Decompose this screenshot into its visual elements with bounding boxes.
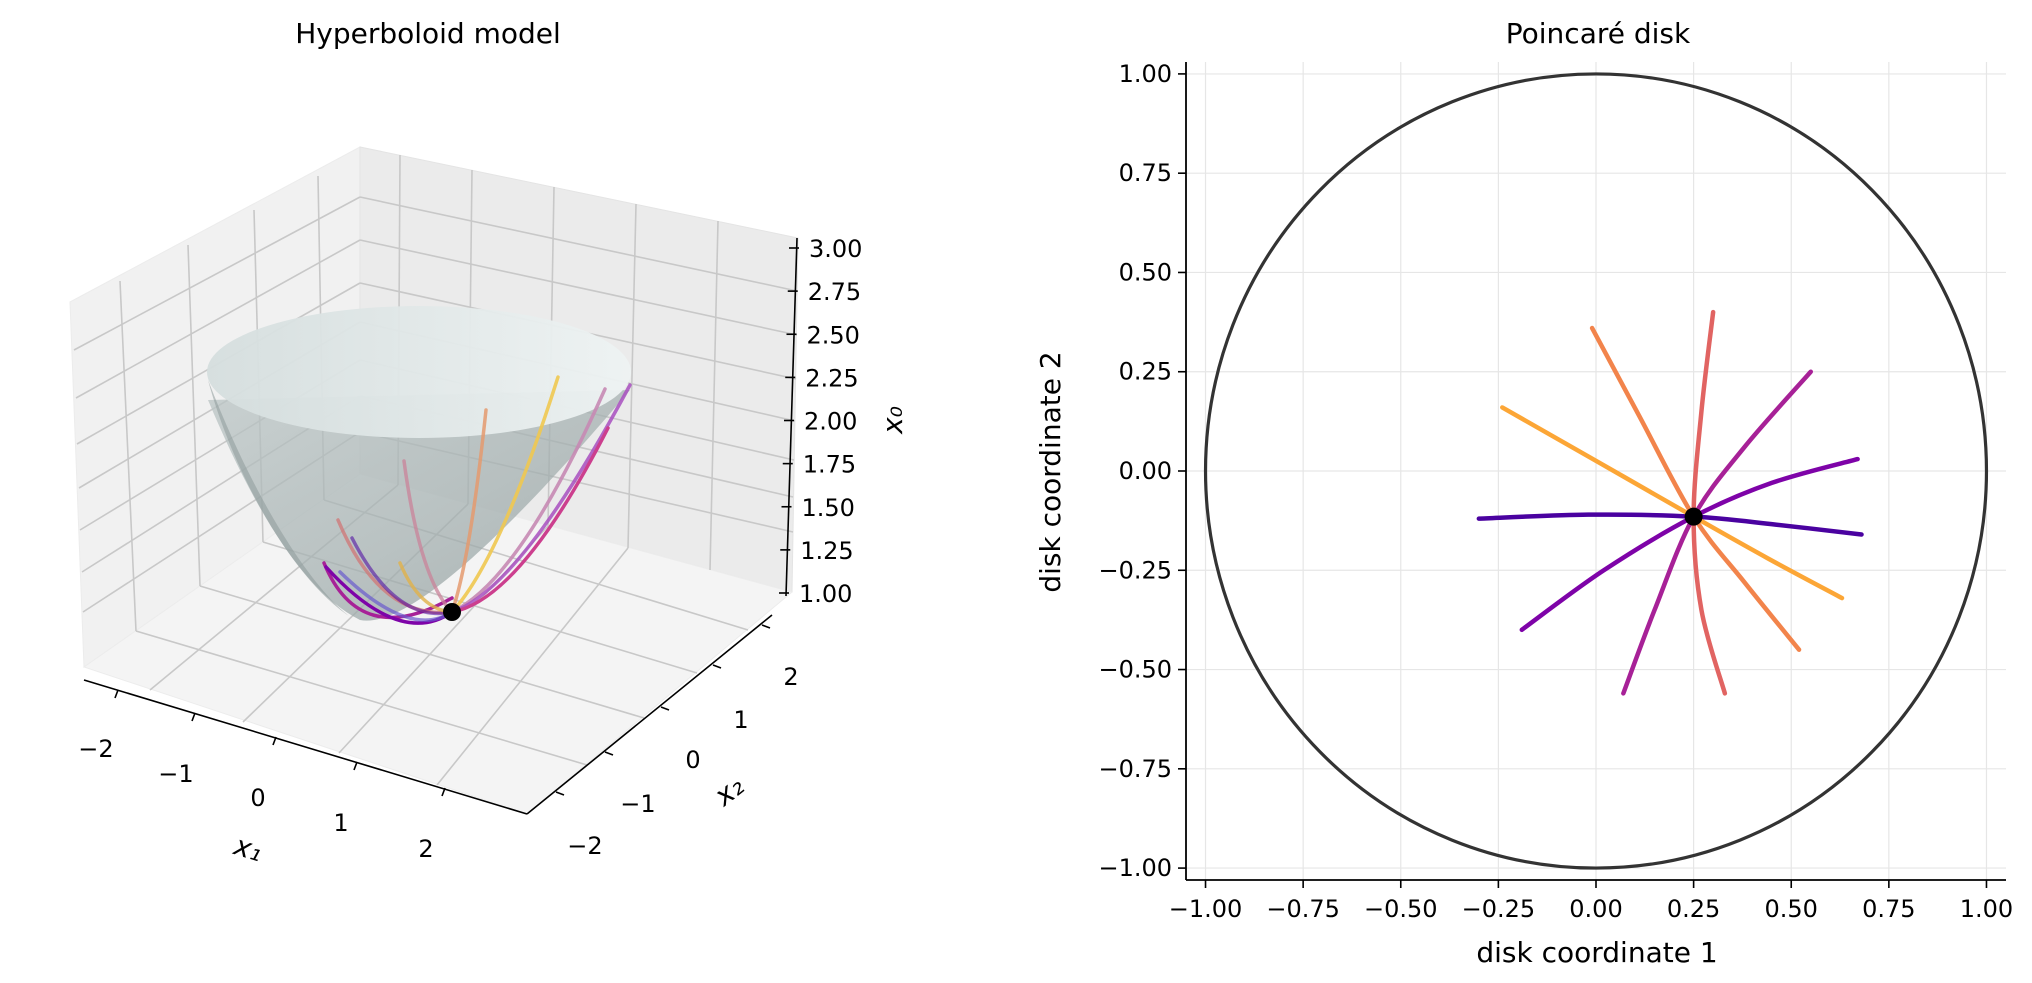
x1-tick-label: −1 [158, 760, 193, 788]
x1-tick-label: 2 [418, 835, 433, 863]
hyperboloid-rim [207, 306, 631, 438]
x1-axis-label: x₁ [229, 828, 266, 868]
x2-tick-label: 1 [733, 706, 748, 734]
hyperboloid-curve-10 [450, 426, 610, 614]
x0-tick-label: 1.00 [799, 580, 852, 608]
hyperboloid-curve-8 [450, 387, 607, 614]
disk-base-point [1684, 507, 1703, 526]
disk-ytick-label: 0.50 [1119, 258, 1172, 286]
disk-ytick-label: 0.25 [1119, 358, 1172, 386]
disk-xtick-label: −1.00 [1169, 895, 1243, 923]
hyperboloid-base-point [443, 603, 461, 621]
unit-circle-outline [1203, 72, 1989, 870]
disk-xticks: −1.00 −0.75 −0.50 −0.25 0.00 0.25 0.50 0.75 1.00 [1169, 880, 2013, 923]
floor-pane [82, 473, 794, 815]
disk-xtick-label: 1.00 [1960, 895, 2013, 923]
disk-xtick-label: 0.00 [1569, 895, 1622, 923]
hyperboloid-panel: Hyperboloid model [69, 17, 909, 868]
disk-xtick-label: −0.50 [1364, 895, 1438, 923]
disk-base-point-group [1684, 507, 1703, 526]
x1-axis-line [83, 679, 528, 815]
hyperboloid-curve-9 [450, 383, 632, 614]
disk-ytick-label: 0.00 [1119, 457, 1172, 485]
x0-tick-label: 3.00 [809, 235, 862, 263]
x0-tick-label: 1.25 [800, 537, 853, 565]
hyperboloid-curve-6 [450, 408, 488, 614]
x2-tick-label: 2 [783, 663, 798, 691]
hyperboloid-curve-12 [338, 570, 454, 622]
disk-ytick-label: −0.50 [1098, 656, 1172, 684]
disk-geodesic-3 [1621, 369, 1814, 696]
x1-tick-label: −2 [78, 735, 113, 763]
x1-tick-label: 0 [250, 784, 265, 812]
hyperboloid-surface [208, 390, 630, 621]
disk-xtick-label: 0.25 [1667, 895, 1720, 923]
x2-tick-label: −1 [620, 790, 655, 818]
poincare-panel: Poincaré disk −1.00 −0.75 −0.50 −0.25 0.00 0.… [1034, 17, 2013, 969]
disk-xtick-label: 0.50 [1765, 895, 1818, 923]
x0-axis-line [785, 237, 798, 597]
x0-tick-label: 1.50 [802, 494, 855, 522]
disk-ytick-label: 0.75 [1119, 159, 1172, 187]
disk-ylabel: disk coordinate 2 [1034, 351, 1067, 592]
hyperboloid-curve-1 [322, 561, 454, 620]
disk-yticks: −1.00 −0.75 −0.50 −0.25 0.00 0.25 0.50 0.75 1.00 [1098, 60, 1186, 882]
x2-tick-label: −2 [567, 832, 602, 860]
x0-tick-label: 2.50 [807, 321, 860, 349]
disk-ytick-label: −0.75 [1098, 755, 1172, 783]
x0-tick-label: 2.25 [805, 364, 858, 392]
hyperboloid-curve-3 [350, 536, 454, 616]
disk-xtick-label: 0.75 [1862, 895, 1915, 923]
x0-tick-label: 2.00 [804, 408, 857, 436]
x0-ticks: 1.00 1.25 1.50 1.75 2.00 2.25 2.50 2.75 3.00 [779, 235, 862, 608]
x0-tick-label: 1.75 [803, 451, 856, 479]
x1-tick-label: 1 [333, 809, 348, 837]
hyperboloid-title: Hyperboloid model [295, 17, 561, 50]
disk-geodesics [1476, 309, 1864, 696]
disk-ytick-label: −1.00 [1098, 854, 1172, 882]
unit-circle [1203, 72, 1989, 870]
x0-tick-label: 2.75 [808, 278, 861, 306]
disk-ytick-label: 1.00 [1119, 60, 1172, 88]
x2-axis-line [526, 614, 773, 815]
x2-tick-label: 0 [685, 746, 700, 774]
disk-xlabel: disk coordinate 1 [1476, 936, 1717, 969]
hyperboloid-geodesics [322, 375, 632, 625]
hyperboloid-curve-5 [402, 459, 454, 614]
disk-xtick-label: −0.25 [1462, 895, 1536, 923]
x0-axis-label: x₀ [876, 406, 909, 435]
disk-geodesic-2 [1519, 456, 1860, 633]
x2-ticks [555, 624, 771, 796]
disk-ytick-label: −0.25 [1098, 556, 1172, 584]
disk-gridlines [1186, 62, 2006, 880]
x2-axis-label: x₂ [707, 769, 750, 813]
disk-xtick-label: −0.75 [1266, 895, 1340, 923]
x1-ticks [114, 689, 446, 797]
poincare-title: Poincaré disk [1506, 17, 1691, 50]
hyperboloid-curve-7 [450, 375, 560, 614]
